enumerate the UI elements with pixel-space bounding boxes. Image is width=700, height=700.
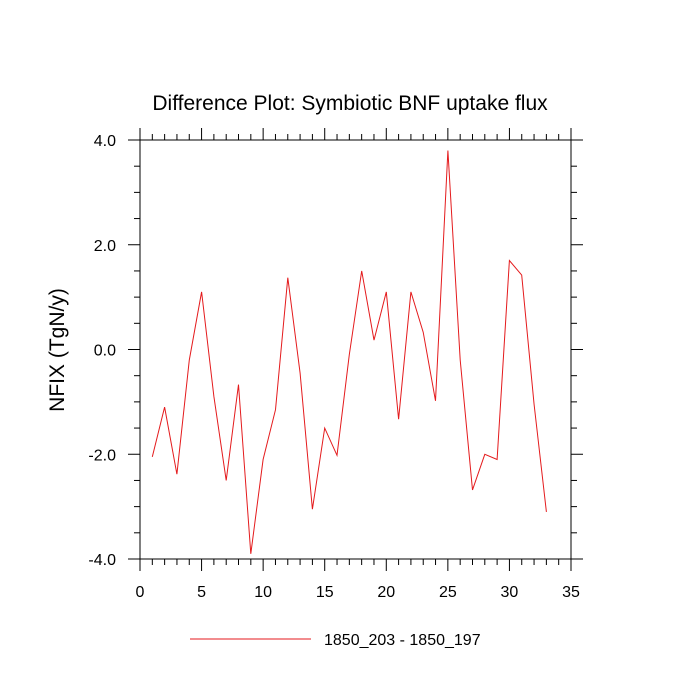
plot-frame (139, 139, 572, 560)
plot-area: 0 5 10 15 20 25 30 35 -4.0 -2.0 0.0 2.0 4.0 (88, 128, 583, 601)
legend: 1850_203 - 1850_197 (190, 632, 481, 649)
x-tick-label: 30 (501, 584, 519, 601)
x-tick-label: 15 (316, 584, 334, 601)
chart-title: Difference Plot: Symbiotic BNF uptake fl… (152, 92, 548, 115)
y-axis-label: NFIX (TgN/y) (46, 288, 69, 412)
y-tick-label: 2.0 (94, 238, 116, 255)
series-line (151, 150, 547, 554)
y-tick-label: -2.0 (88, 447, 116, 464)
x-tick-label: 35 (562, 584, 580, 601)
x-tick-label: 5 (197, 584, 206, 601)
y-tick-label: 0.0 (94, 343, 116, 360)
legend-label: 1850_203 - 1850_197 (324, 632, 481, 649)
x-tick-label: 0 (136, 584, 145, 601)
x-tick-label: 10 (254, 584, 272, 601)
y-tick-label: -4.0 (88, 552, 116, 569)
x-tick-label: 20 (377, 584, 395, 601)
y-tick-label: 4.0 (94, 133, 116, 150)
x-tick-label: 25 (439, 584, 457, 601)
